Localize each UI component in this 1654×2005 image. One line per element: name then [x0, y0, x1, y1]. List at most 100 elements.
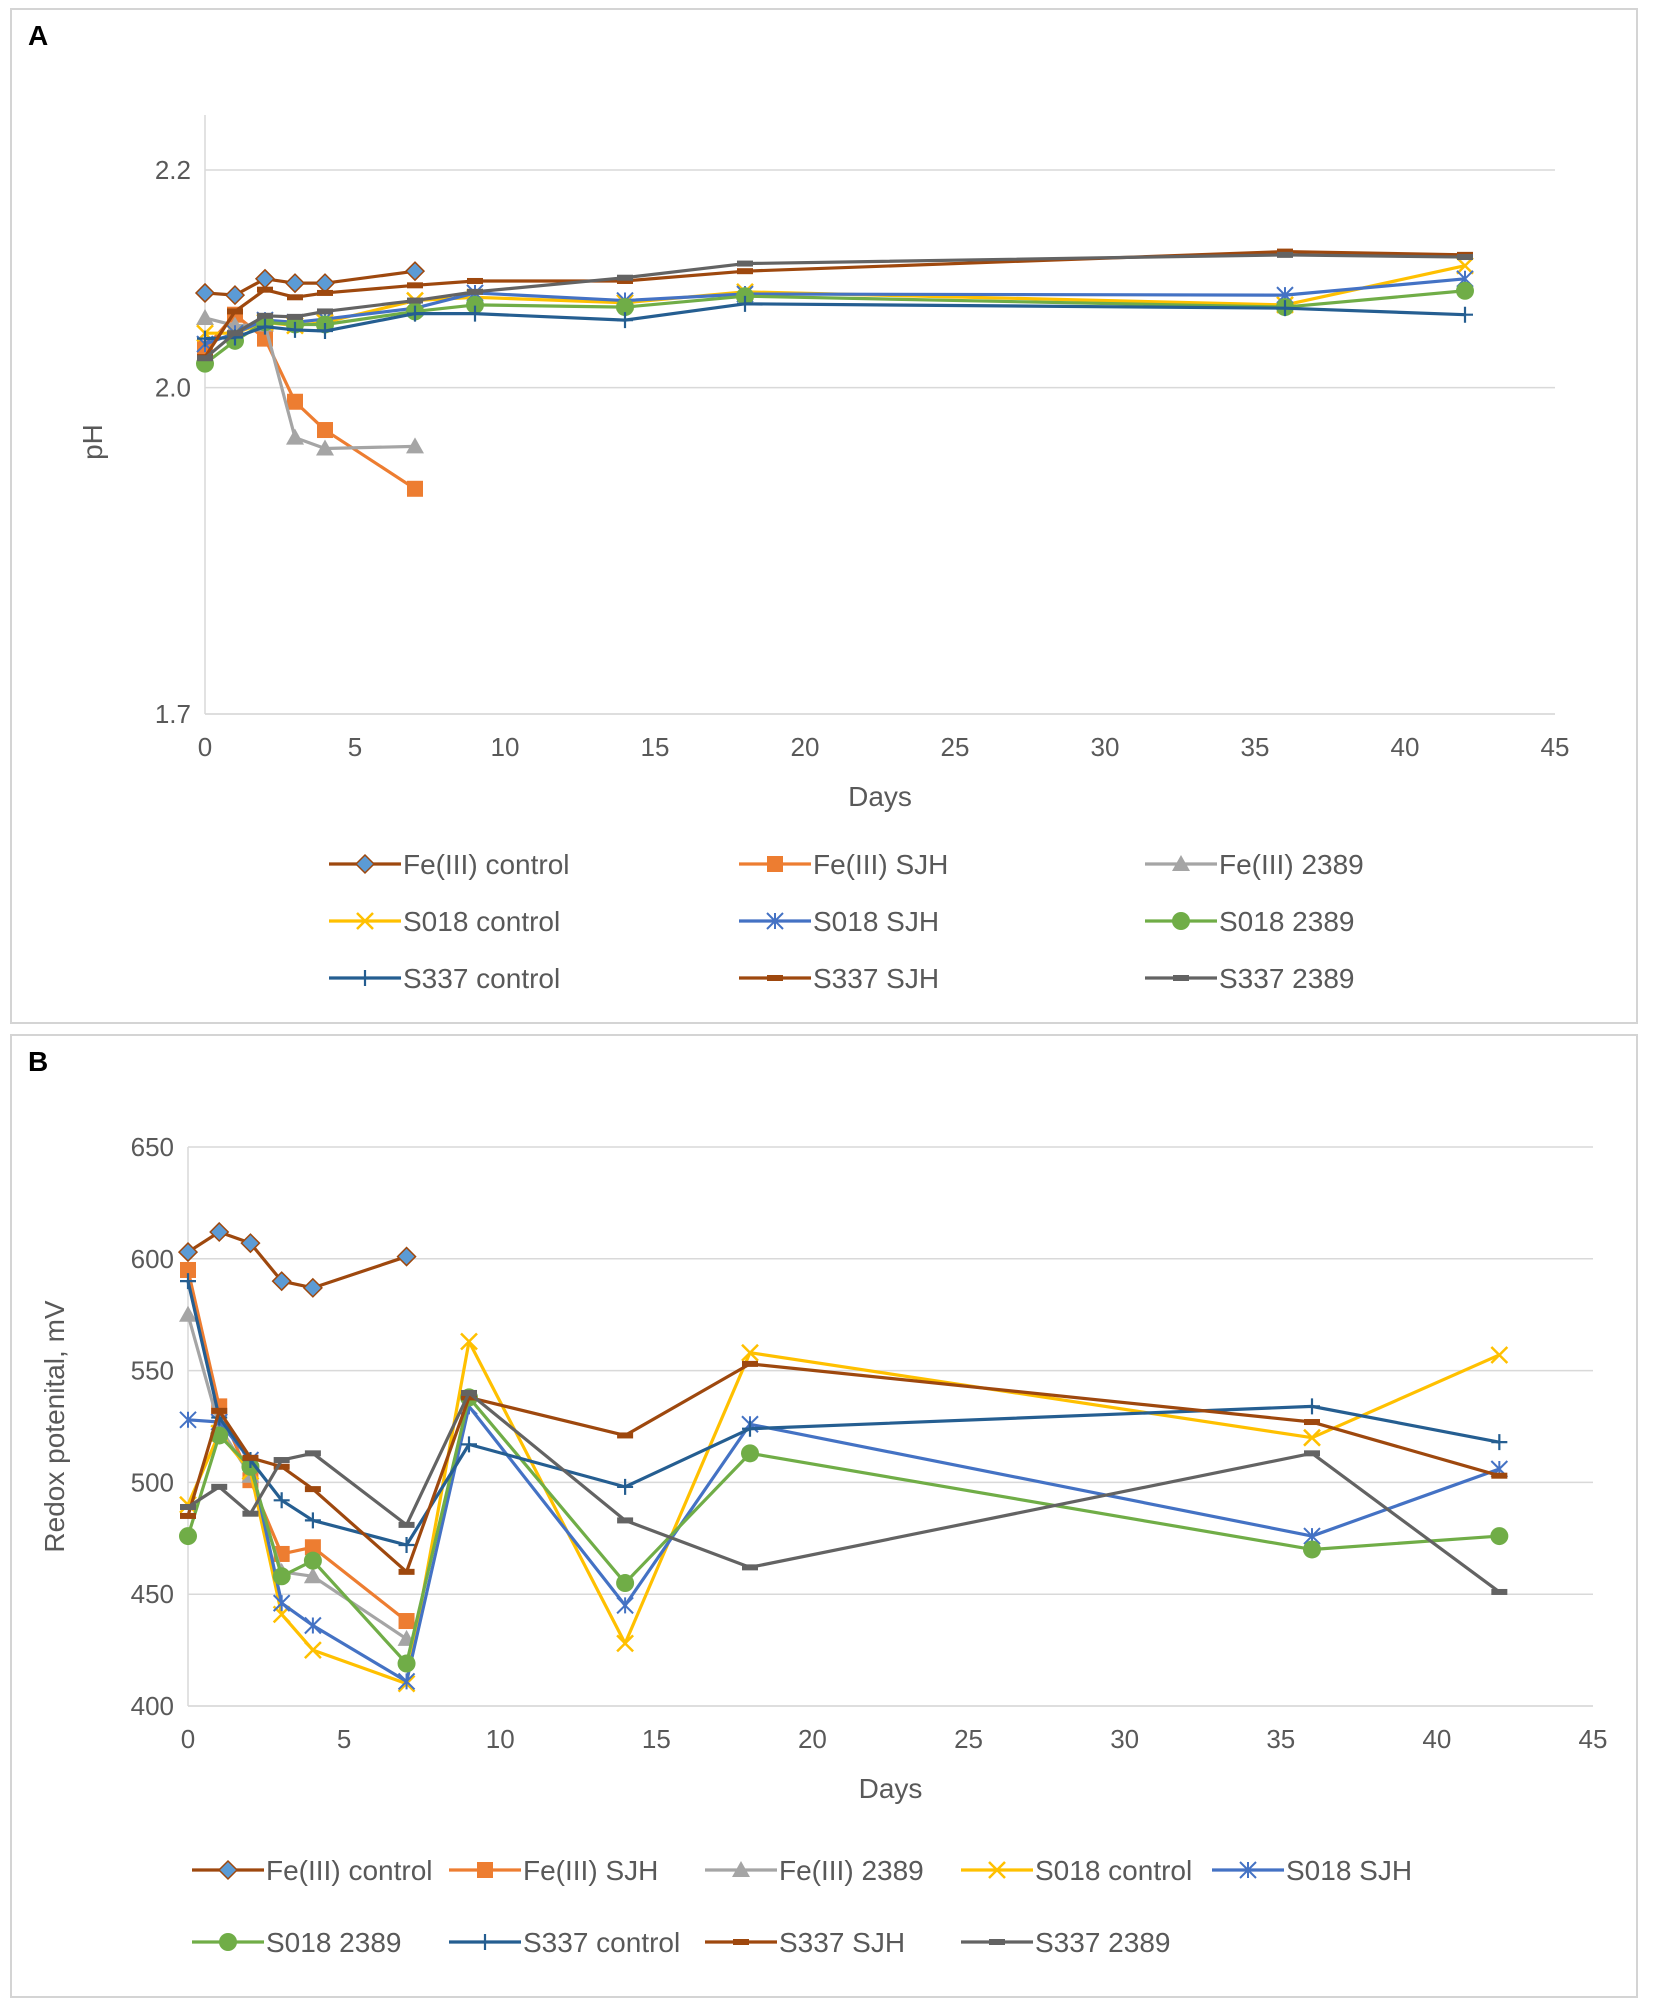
y-tick-label: 2.0: [155, 373, 191, 403]
legend-item-s018-control: S018 control: [329, 906, 560, 937]
x-tick-label: 35: [1266, 1724, 1295, 1754]
data-point-s018-2389: [397, 1654, 416, 1673]
legend-item-s337-2389: S337 2389: [961, 1927, 1170, 1958]
series-s018-2389: [179, 1388, 1509, 1673]
x-axis-title: Days: [848, 781, 912, 812]
data-point-s337-control: [617, 1478, 634, 1495]
data-point-s337-2389: [197, 355, 213, 362]
data-point-fe-iii-sjh: [180, 1261, 196, 1278]
data-point-fe-iii-control: [396, 1246, 417, 1267]
series-s337-control: [180, 1273, 1508, 1554]
legend-marker: [477, 1934, 493, 1950]
legend-label: S018 control: [1035, 1855, 1192, 1886]
legend-label: S337 SJH: [779, 1927, 905, 1958]
chart-a-svg: 1.7 2.0 2.2 0 5 10 15 20 25 30 35 40 45 Days pH Fe(III)…: [77, 115, 1570, 994]
legend-label: S018 2389: [266, 1927, 401, 1958]
y-tick-label: 600: [131, 1244, 174, 1274]
data-point-s337-2389: [1491, 1588, 1508, 1595]
data-point-s337-sjh: [742, 1360, 758, 1367]
legend-marker: [989, 1939, 1005, 1945]
data-point-s337-sjh: [257, 286, 273, 293]
legend-marker: [356, 912, 374, 930]
data-point-s018-2389: [741, 1444, 759, 1463]
data-point-s337-control: [304, 1512, 321, 1529]
series-s337-control: [197, 295, 1473, 347]
legend-marker: [988, 1861, 1006, 1879]
data-point-s018-sjh: [397, 1672, 416, 1691]
panel-a-label: A: [28, 20, 49, 51]
data-point-s337-sjh: [304, 1486, 321, 1493]
data-point-s337-sjh: [273, 1463, 290, 1470]
x-axis-title: Days: [859, 1773, 923, 1804]
data-point-s018-sjh: [179, 1411, 197, 1429]
legend-marker: [357, 970, 373, 986]
data-point-s018-control: [616, 1634, 634, 1653]
data-point-s337-sjh: [317, 289, 333, 296]
series-fe-iii-control: [177, 1221, 417, 1298]
data-point-s337-control: [398, 1537, 415, 1554]
y-tick-label: 550: [131, 1356, 174, 1386]
panel-a: A 1.7 2.0 2.2 0 5 10 15 20 25 30 35 40 45 Days pH Fe(II…: [10, 8, 1638, 1024]
data-point-s337-2389: [1277, 251, 1293, 258]
legend-marker: [766, 912, 784, 930]
data-point-s337-sjh: [617, 277, 633, 284]
data-point-s337-sjh: [1491, 1472, 1508, 1479]
legend-label: S337 2389: [1035, 1927, 1170, 1958]
data-point-s018-sjh: [304, 1616, 322, 1635]
data-point-s018-control: [741, 1343, 759, 1362]
x-tick-label: 0: [181, 1724, 195, 1754]
data-point-s337-control: [287, 321, 303, 338]
data-point-s337-control: [1491, 1434, 1508, 1451]
data-point-s018-sjh: [272, 1594, 291, 1612]
data-point-s018-control: [1456, 256, 1474, 275]
x-tick-label: 25: [941, 732, 970, 762]
data-point-s337-2389: [737, 260, 753, 267]
x-tick-label: 45: [1579, 1724, 1608, 1754]
y-tick-label: 2.2: [155, 155, 191, 185]
data-point-s337-control: [273, 1492, 290, 1509]
legend-marker: [217, 1859, 239, 1881]
data-point-s337-control: [1304, 1398, 1320, 1415]
legend-marker: [477, 1862, 493, 1878]
legend-item-s337-sjh: S337 SJH: [705, 1927, 905, 1958]
x-tick-label: 5: [348, 732, 362, 762]
data-point-s337-control: [317, 323, 333, 340]
x-tick-label: 45: [1541, 732, 1570, 762]
legend-marker: [1172, 912, 1190, 930]
data-point-s337-sjh: [1277, 248, 1293, 255]
data-point-fe-iii-sjh: [407, 480, 423, 497]
panel-b: B 400 450 500 550 600 650 0 5 10 15 20 25 30 35 40 45 Da…: [10, 1034, 1638, 1998]
chart-b-svg: 400 450 500 550 600 650 0 5 10 15 20 25 30 35 40 45 Days…: [39, 1132, 1608, 1958]
data-point-s337-2389: [1457, 254, 1473, 261]
legend-label: Fe(III) SJH: [523, 1855, 658, 1886]
legend-item-fe-iii-sjh: Fe(III) SJH: [449, 1855, 658, 1886]
data-point-fe-iii-2389: [286, 428, 304, 445]
panel-b-label: B: [28, 1046, 49, 1077]
data-point-s337-sjh: [180, 1512, 196, 1519]
legend-item-fe-iii-sjh: Fe(III) SJH: [739, 849, 948, 880]
x-tick-label: 35: [1241, 732, 1270, 762]
x-tick-label: 5: [337, 1724, 351, 1754]
x-tick-label: 40: [1391, 732, 1420, 762]
data-point-fe-iii-control: [254, 268, 276, 289]
legend-item-fe-iii-control: Fe(III) control: [192, 1855, 432, 1886]
data-point-s337-control: [257, 318, 273, 335]
data-point-fe-iii-sjh: [304, 1539, 321, 1556]
data-point-s018-control: [304, 1641, 322, 1659]
data-point-s018-2389: [1456, 281, 1474, 300]
legend-item-fe-iii-2389: Fe(III) 2389: [1145, 849, 1364, 880]
legend-item-fe-iii-control: Fe(III) control: [329, 849, 569, 880]
x-tick-label: 10: [491, 732, 520, 762]
series-line-s337-control: [204, 302, 1466, 341]
data-point-s337-2389: [180, 1503, 196, 1510]
x-tick-label: 15: [642, 1724, 671, 1754]
data-point-s337-sjh: [467, 277, 483, 284]
data-point-s018-2389: [1490, 1527, 1509, 1546]
data-point-fe-iii-control: [209, 1221, 230, 1243]
data-point-s018-2389: [303, 1551, 322, 1570]
data-point-s337-control: [617, 312, 633, 329]
series-fe-iii-control: [194, 261, 426, 306]
data-point-s337-2389: [304, 1450, 321, 1457]
data-point-s018-2389: [466, 295, 484, 314]
y-axis-title: pH: [77, 424, 108, 460]
